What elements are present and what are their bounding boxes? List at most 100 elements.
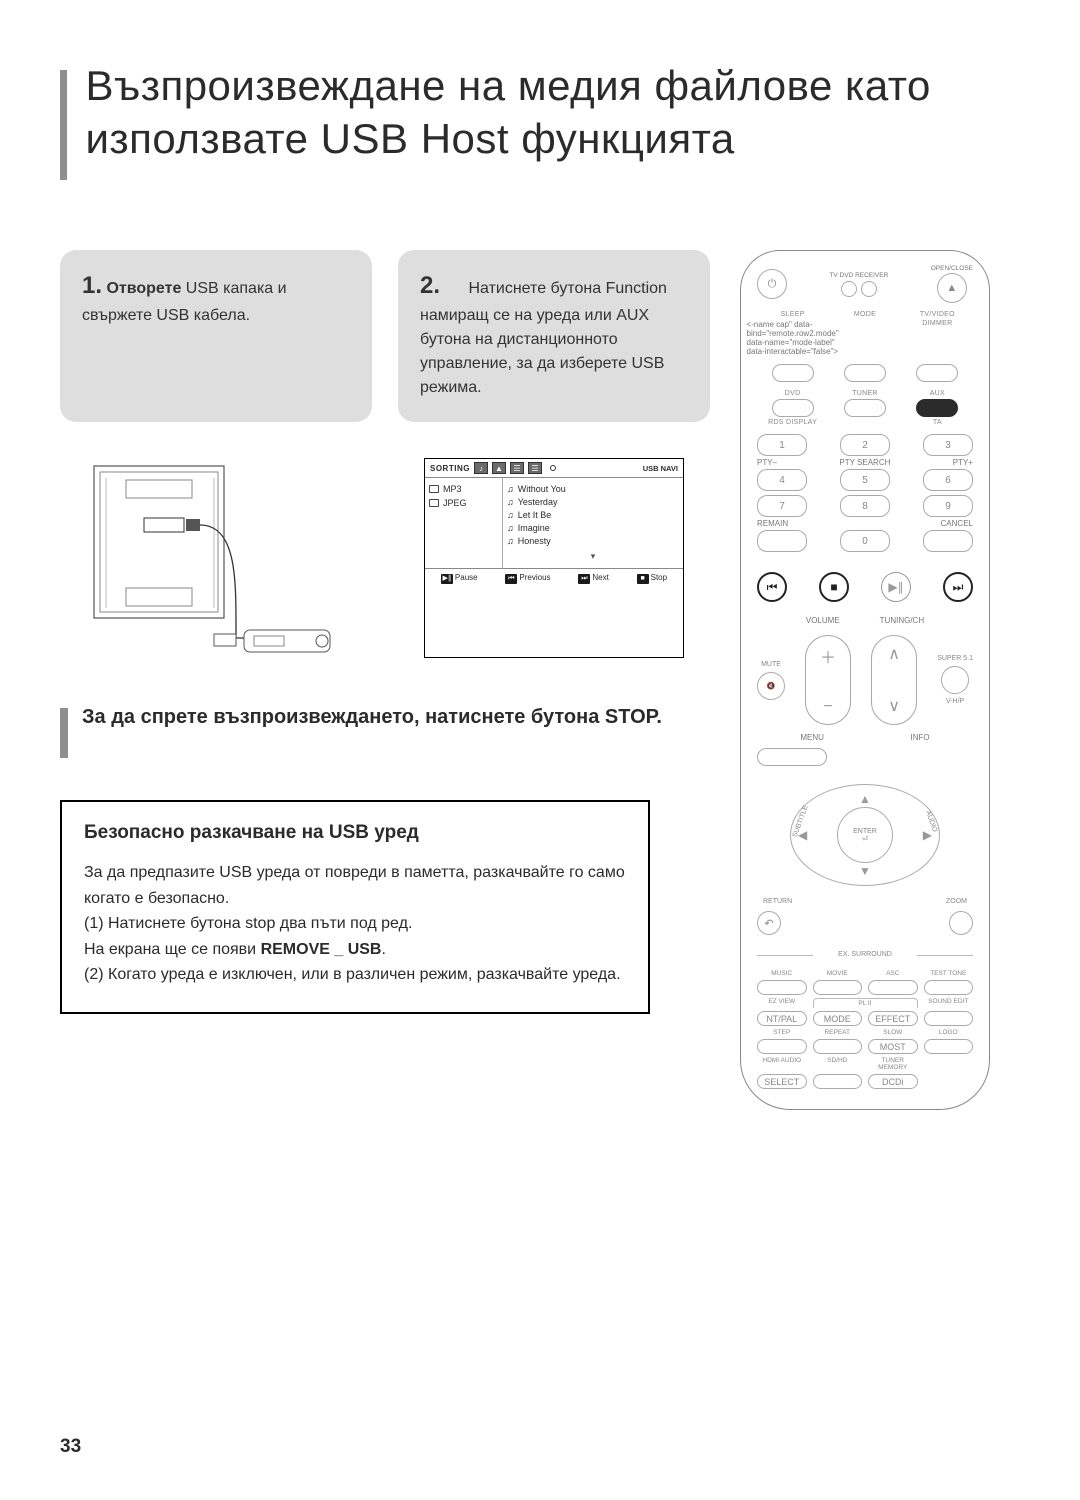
num-3[interactable]: 3 [923, 434, 973, 456]
track-item: ♫Yesterday [507, 497, 679, 507]
hdmi-button[interactable]: SELECT [757, 1074, 807, 1089]
tuner-button[interactable] [844, 399, 886, 417]
aux-button[interactable] [916, 399, 958, 417]
safety-line-4: (2) Когато уреда е изключен, или в разли… [84, 962, 626, 988]
dvd-button[interactable] [772, 399, 814, 417]
num-6[interactable]: 6 [923, 469, 973, 491]
num-9[interactable]: 9 [923, 495, 973, 517]
slow-button[interactable]: MOST [868, 1039, 918, 1054]
tuner-label: TUNER [852, 390, 878, 397]
ta-label: TA [933, 419, 942, 426]
track-item: ♫Without You [507, 484, 679, 494]
nav-left-icon[interactable]: ◀ [798, 828, 807, 842]
menu-label: MENU [800, 733, 824, 742]
sorting-screen: SORTING ♪ ▲ ☰ ☰ USB NAVI MP3 JPEG [424, 458, 684, 658]
track-item: ♫Imagine [507, 523, 679, 533]
open-close-button[interactable]: ▲ [937, 273, 967, 303]
volume-label: VOLUME [806, 616, 840, 625]
format-list: MP3 JPEG [425, 478, 503, 568]
super51-label: SUPER 5.1 [937, 655, 973, 662]
surround-divider: EX. SURROUND [757, 951, 973, 958]
title-block: Възпроизвеждане на медия файлове като из… [60, 60, 1020, 180]
num-2[interactable]: 2 [840, 434, 890, 456]
remain-button[interactable] [757, 530, 807, 552]
nav-down-icon[interactable]: ▼ [859, 864, 871, 878]
safety-line-3: На екрана ще се появи REMOVE _ USB. [84, 937, 626, 963]
num-8[interactable]: 8 [840, 495, 890, 517]
remote-control: ⏻ TV DVD RECEIVER OPEN/CLOSE ▲ SL [740, 250, 990, 1110]
screen-illustration: SORTING ♪ ▲ ☰ ☰ USB NAVI MP3 JPEG [398, 458, 710, 658]
foot-pause: ▶∥Pause [441, 573, 478, 584]
volume-row: MUTE 🔇 ＋− ∧∨ SUPER 5.1 V-H/P [757, 635, 973, 725]
format-item: JPEG [429, 498, 498, 508]
asc-button[interactable] [868, 980, 918, 995]
stop-text: За да спрете възпроизвеждането, натиснет… [82, 704, 662, 731]
tuning-rocker[interactable]: ∧∨ [871, 635, 917, 725]
num-4[interactable]: 4 [757, 469, 807, 491]
volume-rocker[interactable]: ＋− [805, 635, 851, 725]
repeat-button[interactable] [813, 1039, 863, 1054]
next-button[interactable]: ⏭ [943, 572, 973, 602]
tvvideo-label: TV/VIDEO [920, 311, 955, 318]
nav-right-icon[interactable]: ▶ [923, 828, 932, 842]
sdhd-button[interactable] [813, 1074, 863, 1089]
mute-button[interactable]: 🔇 [757, 672, 785, 700]
mode-label: MODE [854, 311, 876, 318]
menu-info-button[interactable] [757, 748, 827, 766]
return-button[interactable]: ↶ [757, 911, 781, 935]
safety-title: Безопасно разкачване на USB уред [84, 822, 626, 844]
return-label: RETURN [763, 898, 792, 905]
pl2-label: PL II [813, 998, 918, 1008]
safety-body: За да предпазите USB уреда от повреди в … [84, 860, 626, 988]
step-1-number: 1. [82, 272, 102, 299]
prev-button[interactable]: ⏮ [757, 572, 787, 602]
zoom-button[interactable] [949, 911, 973, 935]
sleep-button[interactable] [772, 364, 814, 382]
foot-stop: ■Stop [637, 573, 667, 584]
cancel-button[interactable] [923, 530, 973, 552]
testtone-button[interactable] [924, 980, 974, 995]
scroll-down-icon: ▾ [507, 549, 679, 562]
transport-row: ⏮ ■ ▶∥ ⏭ [757, 572, 973, 602]
pl2-mode-button[interactable]: MODE [813, 1011, 863, 1026]
super51-button[interactable] [941, 666, 969, 694]
movie-button[interactable] [813, 980, 863, 995]
remote-row-3: DVDRDS DISPLAY TUNER AUXTA [757, 390, 973, 426]
logo-button[interactable] [924, 1039, 974, 1054]
pl2-effect-button[interactable]: EFFECT [868, 1011, 918, 1026]
screen-body: MP3 JPEG ♫Without You ♫Yesterday ♫Let It… [425, 478, 683, 568]
aux-label: AUX [930, 390, 945, 397]
tuning-label: TUNING/CH [880, 616, 924, 625]
sort-icon-1: ♪ [474, 462, 488, 474]
power-button[interactable]: ⏻ [757, 269, 787, 299]
right-column: ⏻ TV DVD RECEIVER OPEN/CLOSE ▲ SL [740, 250, 1020, 1110]
tuner-mem-button[interactable]: DCDi [868, 1074, 918, 1089]
play-pause-button[interactable]: ▶∥ [881, 572, 911, 602]
enter-button[interactable]: ENTER ⏎ [837, 807, 893, 863]
stop-button[interactable]: ■ [819, 572, 849, 602]
music-button[interactable] [757, 980, 807, 995]
num-0[interactable]: 0 [840, 530, 890, 552]
track-item: ♫Let It Be [507, 510, 679, 520]
sorting-label: SORTING [430, 464, 470, 473]
cancel-label: CANCEL [941, 519, 973, 528]
sort-icon-2: ▲ [492, 462, 506, 474]
usb-navi-label: USB NAVI [643, 464, 678, 473]
mute-label: MUTE [761, 661, 781, 668]
nav-up-icon[interactable]: ▲ [859, 792, 871, 806]
ezview-button[interactable]: NT/PAL [757, 1011, 807, 1026]
tvvideo-button[interactable] [916, 364, 958, 382]
step-button[interactable] [757, 1039, 807, 1054]
soundedit-button[interactable] [924, 1011, 974, 1026]
page-title: Възпроизвеждане на медия файлове като из… [85, 60, 1020, 165]
mode-button[interactable] [844, 364, 886, 382]
dvd-indicator [861, 281, 877, 297]
under-nav-labels: RETURN ZOOM [757, 898, 973, 905]
vol-labels: VOLUME TUNING/CH [757, 616, 973, 625]
open-close-label: OPEN/CLOSE [931, 265, 973, 272]
screen-footer: ▶∥Pause ⏮Previous ⏭Next ■Stop [425, 568, 683, 588]
num-7[interactable]: 7 [757, 495, 807, 517]
usb-device-svg [86, 458, 346, 658]
num-1[interactable]: 1 [757, 434, 807, 456]
num-5[interactable]: 5 [840, 469, 890, 491]
